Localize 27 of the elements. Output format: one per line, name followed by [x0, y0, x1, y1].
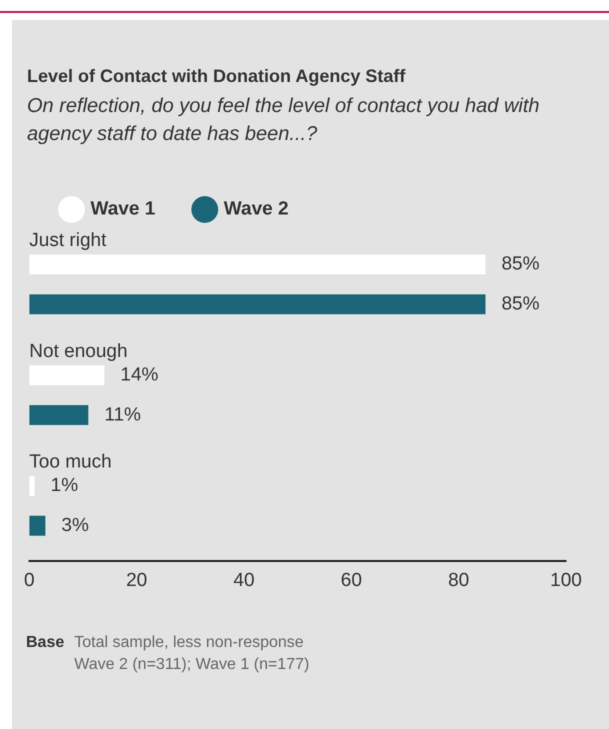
- legend-label: Wave 2: [224, 198, 289, 220]
- y-tick-label: Too much: [29, 452, 112, 473]
- x-tick-label: 20: [126, 570, 148, 591]
- bar: [29, 365, 104, 386]
- bar: [29, 294, 486, 314]
- y-tick-label: Just right: [29, 230, 108, 252]
- bar: [29, 476, 35, 496]
- x-tick-label: 0: [24, 570, 35, 591]
- y-tick-label: Not enough: [29, 340, 128, 362]
- bar: [29, 254, 486, 274]
- x-tick-label: 100: [550, 570, 582, 591]
- text: Total sample, less non-response Wave 2 (n=311); Wave 1 (n=177): [74, 633, 310, 675]
- data-label: 3%: [61, 515, 89, 536]
- x-tick-label: 80: [448, 570, 470, 591]
- text: Base: [26, 633, 64, 653]
- x-tick-label: 60: [340, 570, 362, 591]
- x-tick-label: 40: [233, 570, 255, 591]
- bar: [29, 516, 46, 536]
- legend-label: Wave 1: [90, 198, 156, 220]
- bar: [29, 405, 88, 425]
- data-label: 11%: [104, 404, 142, 426]
- data-label: 85%: [501, 294, 540, 315]
- data-label: 1%: [50, 475, 78, 496]
- chart-subtitle: On reflection, do you feel the level of contact you had with agency staff to date has been...?: [27, 94, 541, 147]
- data-label: 14%: [120, 364, 159, 386]
- chart-title: Level of Contact with Donation Agency Staff: [27, 66, 406, 87]
- data-label: 85%: [501, 254, 540, 275]
